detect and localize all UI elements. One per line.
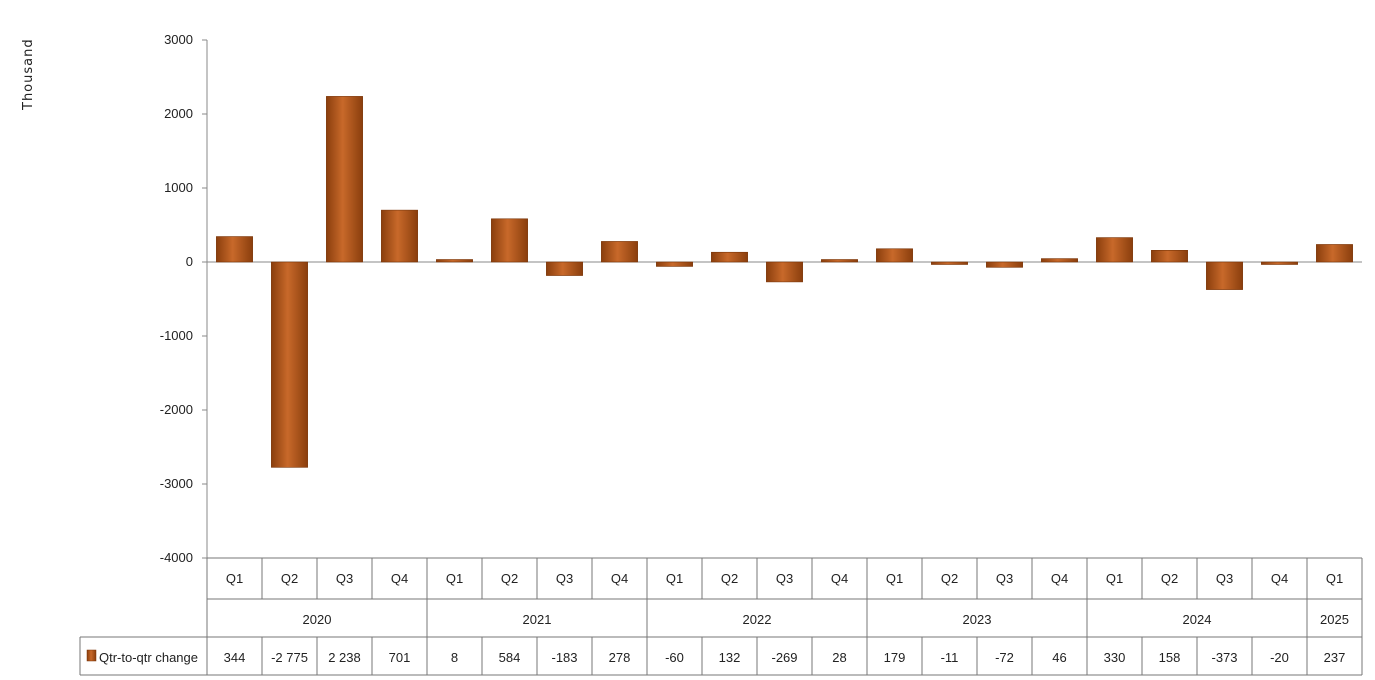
bar [1206, 261, 1243, 290]
value-label: 179 [884, 650, 906, 665]
bar [271, 261, 308, 468]
bar [1151, 250, 1188, 263]
y-tick-label: 1000 [164, 180, 193, 195]
quarter-label: Q2 [941, 571, 958, 586]
legend-swatch [86, 649, 97, 662]
quarter-label: Q2 [501, 571, 518, 586]
y-tick-label: 3000 [164, 32, 193, 47]
quarter-label: Q3 [556, 571, 573, 586]
quarter-label: Q3 [1216, 571, 1233, 586]
value-label: -269 [771, 650, 797, 665]
y-axis-label: Thousand [21, 38, 36, 111]
y-tick-label: -1000 [160, 328, 193, 343]
bar [1041, 258, 1078, 263]
quarter-label: Q1 [886, 571, 903, 586]
value-label: 28 [832, 650, 846, 665]
value-label: 330 [1104, 650, 1126, 665]
bar [216, 236, 253, 263]
quarter-label: Q4 [611, 571, 628, 586]
quarter-label: Q4 [1271, 571, 1288, 586]
bar [546, 261, 583, 276]
value-label: -60 [665, 650, 684, 665]
value-label: -20 [1270, 650, 1289, 665]
year-label: 2020 [303, 612, 332, 627]
y-tick-label: -4000 [160, 550, 193, 565]
bar [711, 251, 748, 263]
quarter-label: Q1 [446, 571, 463, 586]
y-tick-label: 2000 [164, 106, 193, 121]
value-label: 701 [389, 650, 411, 665]
value-label: 584 [499, 650, 521, 665]
bar [986, 261, 1023, 268]
y-tick-label: -2000 [160, 402, 193, 417]
value-label: 237 [1324, 650, 1346, 665]
value-label: 278 [609, 650, 631, 665]
quarter-label: Q4 [831, 571, 848, 586]
quarter-label: Q4 [391, 571, 408, 586]
quarter-label: Q2 [721, 571, 738, 586]
value-label: -11 [941, 650, 959, 665]
year-label: 2025 [1320, 612, 1349, 627]
y-tick-label: 0 [186, 254, 193, 269]
quarter-label: Q4 [1051, 571, 1068, 586]
value-label: -72 [995, 650, 1014, 665]
quarter-label: Q1 [1106, 571, 1123, 586]
quarter-label: Q2 [281, 571, 298, 586]
bar [601, 241, 638, 263]
bar [1261, 261, 1298, 265]
bar [381, 209, 418, 263]
value-label: 46 [1052, 650, 1066, 665]
bar [1316, 244, 1353, 263]
bar [436, 259, 473, 263]
bar [1096, 237, 1133, 263]
quarter-label: Q3 [996, 571, 1013, 586]
quarter-label: Q1 [226, 571, 243, 586]
quarter-label: Q3 [776, 571, 793, 586]
bar [821, 259, 858, 263]
quarter-label: Q2 [1161, 571, 1178, 586]
bar [931, 261, 968, 265]
year-label: 2021 [523, 612, 552, 627]
bar [876, 248, 913, 263]
bar [656, 261, 693, 267]
quarter-label: Q1 [1326, 571, 1343, 586]
value-label: 132 [719, 650, 741, 665]
value-label: -373 [1211, 650, 1237, 665]
quarter-label: Q1 [666, 571, 683, 586]
bar [326, 96, 363, 263]
value-label: -183 [551, 650, 577, 665]
bar [766, 261, 803, 283]
year-label: 2023 [963, 612, 992, 627]
y-tick-label: -3000 [160, 476, 193, 491]
quarter-label: Q3 [336, 571, 353, 586]
value-label: 344 [224, 650, 246, 665]
year-label: 2024 [1183, 612, 1212, 627]
value-label: -2 775 [271, 650, 308, 665]
bar [491, 218, 528, 263]
value-label: 8 [451, 650, 458, 665]
value-label: 158 [1159, 650, 1181, 665]
legend-label: Qtr-to-qtr change [99, 650, 198, 665]
year-label: 2022 [743, 612, 772, 627]
value-label: 2 238 [328, 650, 361, 665]
